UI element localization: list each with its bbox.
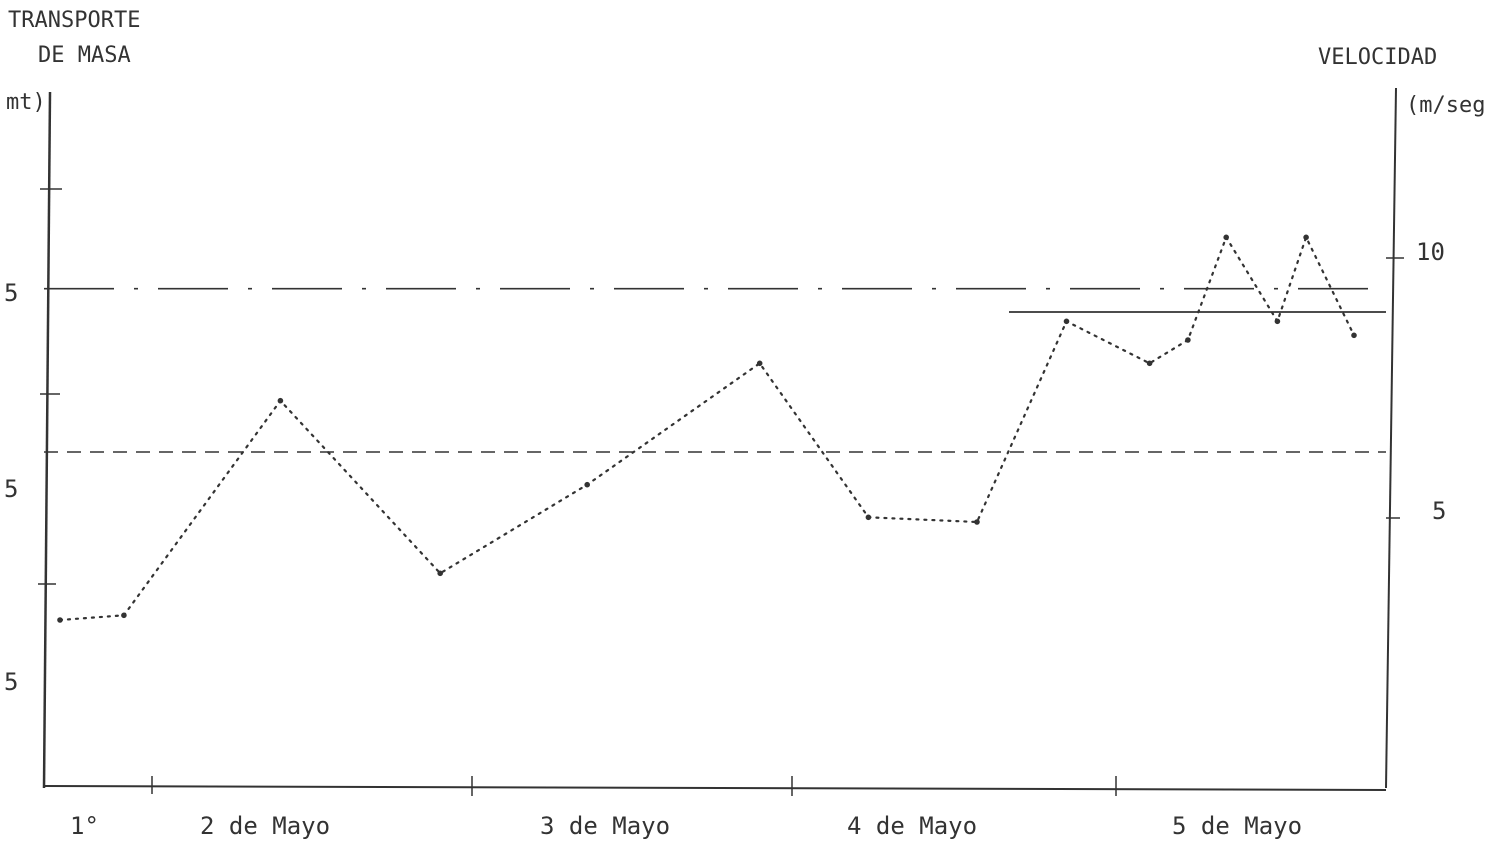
right-tick-label: 10 <box>1416 238 1445 266</box>
left-tick-label: 5 <box>4 279 18 307</box>
x-tick-label: 3 de Mayo <box>540 812 670 840</box>
data-point <box>756 360 763 367</box>
data-point <box>865 514 872 521</box>
left-axis-title-line-2: DE MASA <box>38 43 131 68</box>
data-point <box>974 519 980 525</box>
right-axis-line <box>1385 87 1397 789</box>
right-axis-unit: (m/seg <box>1406 93 1485 118</box>
data-point <box>437 570 444 577</box>
right-axis-title: VELOCIDAD <box>1318 45 1437 70</box>
x-axis-line <box>43 785 1387 791</box>
left-axis-line <box>42 91 52 789</box>
data-point <box>277 397 284 404</box>
x-tick-label: 4 de Mayo <box>847 812 977 840</box>
x-tick-label: 1° <box>70 812 99 840</box>
series-line-0 <box>58 234 1356 622</box>
data-point <box>121 612 127 619</box>
data-point <box>584 481 590 488</box>
plot-area <box>44 234 1386 623</box>
left-tick-label: 5 <box>4 475 18 503</box>
right-tick-label: 5 <box>1432 497 1446 525</box>
x-tick-label: 5 de Mayo <box>1172 812 1302 840</box>
left-axis-unit: mt) <box>6 90 46 115</box>
data-point <box>1223 234 1229 241</box>
x-tick-label: 2 de Mayo <box>200 812 330 840</box>
data-point <box>1274 318 1281 325</box>
data-point <box>1303 234 1309 241</box>
left-axis-title-line-1: TRANSPORTE <box>8 8 140 33</box>
data-point <box>1185 337 1191 343</box>
data-point <box>57 617 63 623</box>
left-tick-label: 5 <box>4 668 18 696</box>
data-point <box>1146 360 1153 367</box>
data-point <box>1063 318 1070 325</box>
data-point <box>1351 332 1357 339</box>
